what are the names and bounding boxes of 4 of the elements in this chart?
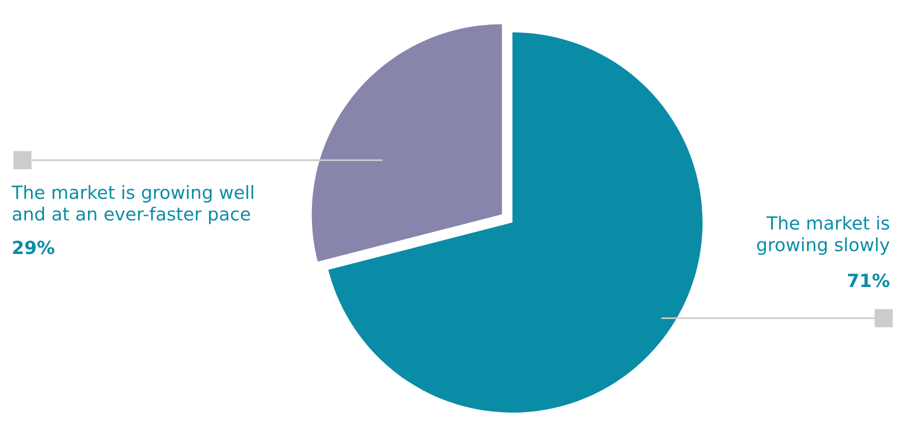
slice-label: The market is growing well and at an ever-faster pace <box>12 185 254 224</box>
data-label: 71% <box>848 274 890 288</box>
slice-label: The market is growing slowly <box>757 216 890 255</box>
data-label: 29% <box>13 240 54 254</box>
